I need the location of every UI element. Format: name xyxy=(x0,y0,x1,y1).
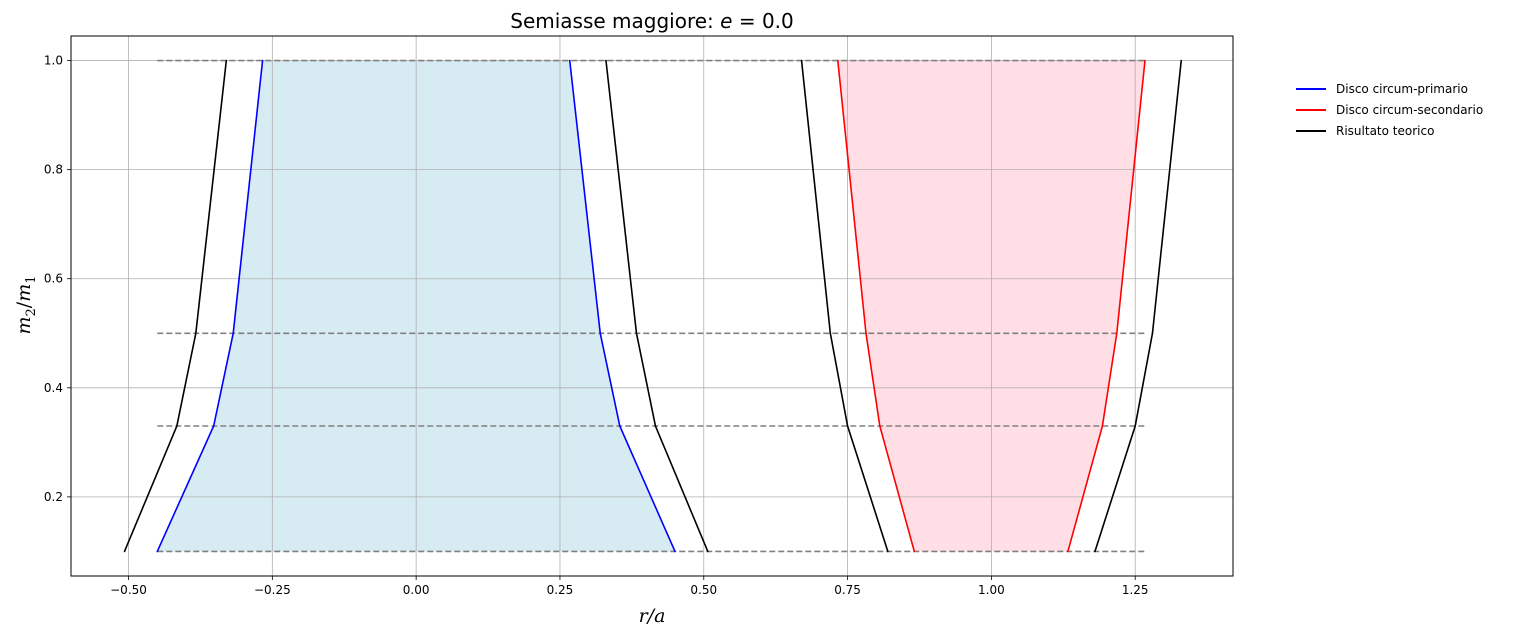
series-data-point xyxy=(865,332,867,335)
series-data-point xyxy=(654,425,657,427)
series-data-point xyxy=(605,59,607,62)
x-tick-label: 0.50 xyxy=(690,583,717,597)
chart-title-var: e xyxy=(720,9,732,33)
series-data-point xyxy=(123,550,126,553)
x-tick-label: 0.75 xyxy=(834,583,861,597)
y-tick-label: 0.4 xyxy=(44,381,63,395)
series-data-point xyxy=(1151,332,1154,335)
x-tick-label: 1.00 xyxy=(978,583,1005,597)
series-lines xyxy=(123,59,1183,553)
series-data-point xyxy=(706,550,709,553)
series-data-point xyxy=(913,550,916,553)
series-data-point xyxy=(1134,425,1137,427)
series-7-line xyxy=(1094,60,1183,552)
series-data-point xyxy=(212,425,215,427)
series-data-point xyxy=(1116,332,1118,335)
series-data-point xyxy=(674,550,676,553)
x-tick-label: 1.25 xyxy=(1122,583,1149,597)
series-data-point xyxy=(195,332,197,335)
legend: Disco circum-primario Disco circum-second… xyxy=(1296,82,1483,138)
series-5-line xyxy=(605,60,709,552)
y-axis-label: m2/m1 xyxy=(13,275,39,334)
y-axis-label-slash: / xyxy=(13,301,35,308)
plot-frame xyxy=(70,35,1234,577)
chart-title-prefix: Semiasse maggiore: xyxy=(510,9,720,33)
x-axis-label: r/a xyxy=(639,605,666,627)
disco-circum-secondario-line xyxy=(837,60,916,552)
series-1-line xyxy=(568,60,676,552)
series-data-point xyxy=(829,332,832,335)
x-tick-label: −0.50 xyxy=(110,583,147,597)
y-axis-label-sub1: 2 xyxy=(24,308,39,316)
series-data-point xyxy=(878,425,881,427)
y-axis-label-sub2: 1 xyxy=(24,275,39,283)
series-data-point xyxy=(176,425,178,427)
series-data-point xyxy=(837,59,839,62)
x-tick-label: 0.25 xyxy=(547,583,574,597)
mass-ratio-reference-lines xyxy=(157,59,1147,553)
risultato-teorico-line xyxy=(123,60,228,552)
series-data-point xyxy=(599,332,602,335)
disco-circum-primario-line xyxy=(156,60,264,552)
series-data-point xyxy=(261,59,264,62)
series-data-point xyxy=(232,332,235,335)
series-data-point xyxy=(635,332,638,335)
legend-label: Disco circum-primario xyxy=(1336,82,1468,96)
series-data-point xyxy=(846,425,849,427)
series-data-point xyxy=(1094,550,1096,553)
series-6-line xyxy=(800,60,889,552)
y-axis-ticks: 0.2 0.4 0.6 0.8 1.0 xyxy=(44,54,71,504)
series-data-point xyxy=(1101,425,1104,427)
y-tick-label: 0.6 xyxy=(44,272,63,286)
y-tick-label: 0.8 xyxy=(44,163,63,177)
series-3-line xyxy=(1067,60,1146,552)
y-axis-label-var2: m xyxy=(13,284,35,302)
series-data-point xyxy=(1144,59,1146,62)
series-data-point xyxy=(618,425,621,427)
chart-title: Semiasse maggiore: e = 0.0 xyxy=(510,9,794,33)
x-tick-label: 0.00 xyxy=(403,583,430,597)
fill-areas xyxy=(157,60,1145,552)
x-tick-label: −0.25 xyxy=(254,583,291,597)
y-tick-label: 0.2 xyxy=(44,490,63,504)
series-data-point xyxy=(225,59,228,62)
series-data-point xyxy=(887,550,889,553)
chart-title-suffix: = 0.0 xyxy=(732,9,793,33)
legend-label: Risultato teorico xyxy=(1336,124,1434,138)
series-data-point xyxy=(800,59,803,62)
x-axis-ticks: −0.50 −0.25 0.00 0.25 0.50 0.75 1.00 1.25 xyxy=(110,576,1149,597)
series-data-point xyxy=(1180,59,1183,62)
series-data-point xyxy=(1067,550,1069,553)
grid-lines xyxy=(71,36,1233,576)
legend-label: Disco circum-secondario xyxy=(1336,103,1483,117)
series-data-point xyxy=(156,550,159,553)
series-data-point xyxy=(568,59,571,62)
y-tick-label: 1.0 xyxy=(44,54,63,68)
y-axis-label-var1: m xyxy=(13,316,35,334)
